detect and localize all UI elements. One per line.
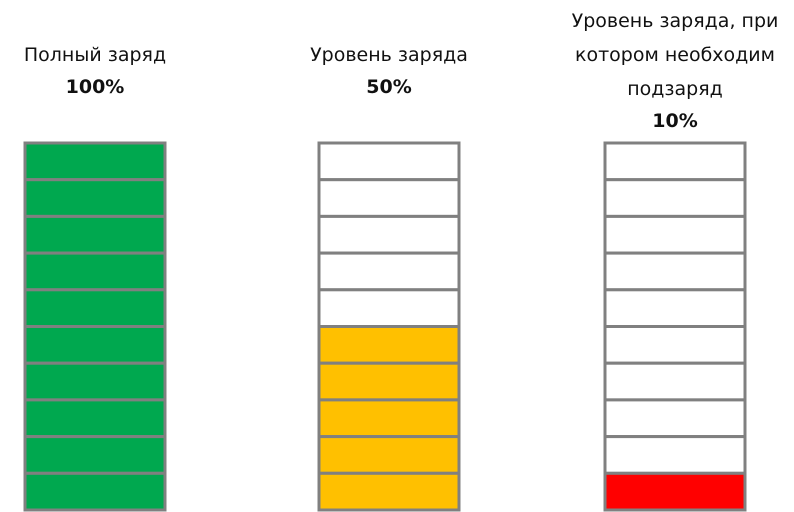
- empty-segment: [603, 214, 747, 255]
- filled-segment: [317, 398, 461, 439]
- battery-label: Полный заряд 100%: [0, 0, 195, 140]
- empty-segment: [603, 288, 747, 328]
- empty-segment: [317, 214, 461, 255]
- empty-segment: [603, 141, 747, 182]
- empty-segment: [603, 435, 747, 475]
- battery-percent: 100%: [65, 76, 125, 98]
- empty-segment: [317, 288, 461, 328]
- filled-segment: [317, 471, 461, 512]
- filled-segment: [23, 141, 167, 182]
- battery-title: Уровень заряда, при котором необходим по…: [571, 10, 779, 100]
- empty-segment: [603, 251, 747, 292]
- empty-segment: [317, 178, 461, 218]
- filled-segment: [317, 435, 461, 475]
- empty-segment: [603, 398, 747, 439]
- empty-segment: [603, 361, 747, 402]
- battery-percent: 50%: [366, 76, 412, 98]
- filled-segment: [23, 288, 167, 328]
- filled-segment: [603, 471, 747, 512]
- filled-segment: [23, 325, 167, 365]
- filled-segment: [317, 325, 461, 365]
- empty-segment: [603, 178, 747, 218]
- filled-segment: [23, 251, 167, 292]
- filled-segment: [23, 214, 167, 255]
- battery-label: Уровень заряда, при котором необходим по…: [557, 0, 793, 140]
- empty-segment: [603, 325, 747, 365]
- empty-segment: [317, 251, 461, 292]
- empty-segment: [317, 141, 461, 182]
- filled-segment: [23, 178, 167, 218]
- battery-percent: 10%: [652, 110, 698, 132]
- filled-segment: [317, 361, 461, 402]
- battery-title: Уровень заряда: [310, 44, 468, 66]
- filled-segment: [23, 398, 167, 439]
- filled-segment: [23, 471, 167, 512]
- filled-segment: [23, 435, 167, 475]
- filled-segment: [23, 361, 167, 402]
- battery-label: Уровень заряда 50%: [279, 0, 499, 140]
- battery-title: Полный заряд: [23, 44, 167, 66]
